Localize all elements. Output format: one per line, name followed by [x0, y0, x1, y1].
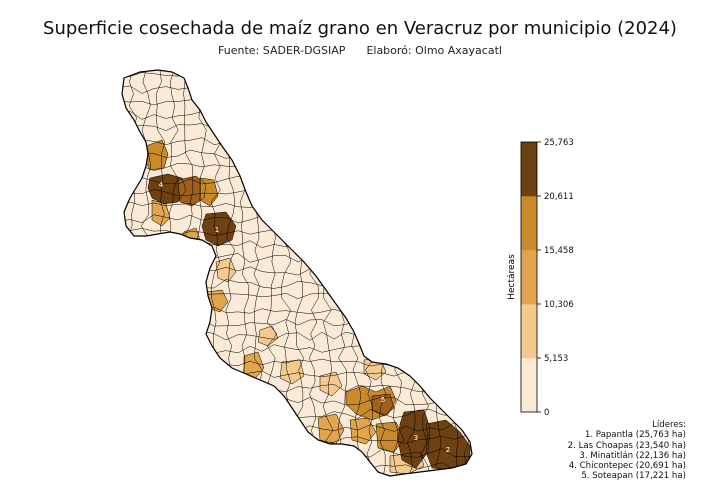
colorbar-tick-label: 15,458: [544, 246, 574, 256]
leader-item-4: 4. Chicontepec (20,691 ha): [568, 461, 686, 472]
rank-label-4: 4: [159, 181, 164, 189]
leaders-heading: Líderes:: [652, 420, 686, 430]
colorbar-tick-label: 25,763: [544, 138, 574, 148]
municipality-papantla: [202, 212, 236, 246]
colorbar-tick-label: 20,611: [544, 192, 574, 202]
municipality: [152, 200, 170, 226]
colorbar-segment: [521, 250, 537, 305]
municipality: [280, 360, 304, 384]
municipality: [318, 414, 344, 444]
source-text: Fuente: SADER-DGSIAP: [218, 44, 346, 57]
rank-label-2: 2: [446, 446, 450, 454]
state-fill: [122, 70, 472, 476]
state-group: 1 2 3 4 5: [121, 69, 473, 477]
municipality: [178, 176, 206, 206]
rank-label-1: 1: [215, 226, 219, 234]
municipality: [320, 372, 342, 396]
municipality: [258, 326, 278, 346]
map-subtitle: Fuente: SADER-DGSIAP Elaboró: Olmo Axaya…: [0, 44, 720, 57]
leader-item-5: 5. Soteapan (17,221 ha): [581, 471, 686, 482]
highlighted-municipalities: [144, 140, 470, 474]
leaders-legend: Líderes: 1. Papantla (25,763 ha) 2. Las …: [568, 420, 686, 482]
map-title: Superficie cosechada de maíz grano en Ve…: [43, 18, 677, 39]
municipality: [372, 394, 394, 416]
municipality-las-choapas: [426, 420, 470, 470]
rank-label-5: 5: [381, 396, 385, 404]
colorbar-tick-label: 10,306: [544, 300, 574, 310]
colorbar-segment: [521, 304, 537, 359]
municipality-minatitlan: [398, 410, 430, 468]
municipality: [216, 258, 236, 282]
colorbar-label: Hectáreas: [507, 254, 517, 300]
leader-item-3: 3. Minatitlán (22,136 ha): [579, 450, 686, 461]
municipality: [376, 422, 404, 452]
state-outline: [121, 69, 473, 477]
colorbar-tick-label: 0: [544, 408, 549, 418]
colorbar-segment: [521, 142, 537, 197]
colorbar-segment: [521, 196, 537, 251]
author-text: Elaboró: Olmo Axayacatl: [366, 44, 502, 57]
colorbar-segment: [521, 358, 537, 413]
rank-label-3: 3: [414, 434, 418, 442]
leader-item-2: 2. Las Choapas (23,540 ha): [567, 440, 686, 451]
leader-item-1: 1. Papantla (25,763 ha): [584, 430, 686, 441]
rank-labels: 1 2 3 4 5: [159, 181, 450, 454]
colorbar-tick-label: 5,153: [544, 354, 568, 364]
